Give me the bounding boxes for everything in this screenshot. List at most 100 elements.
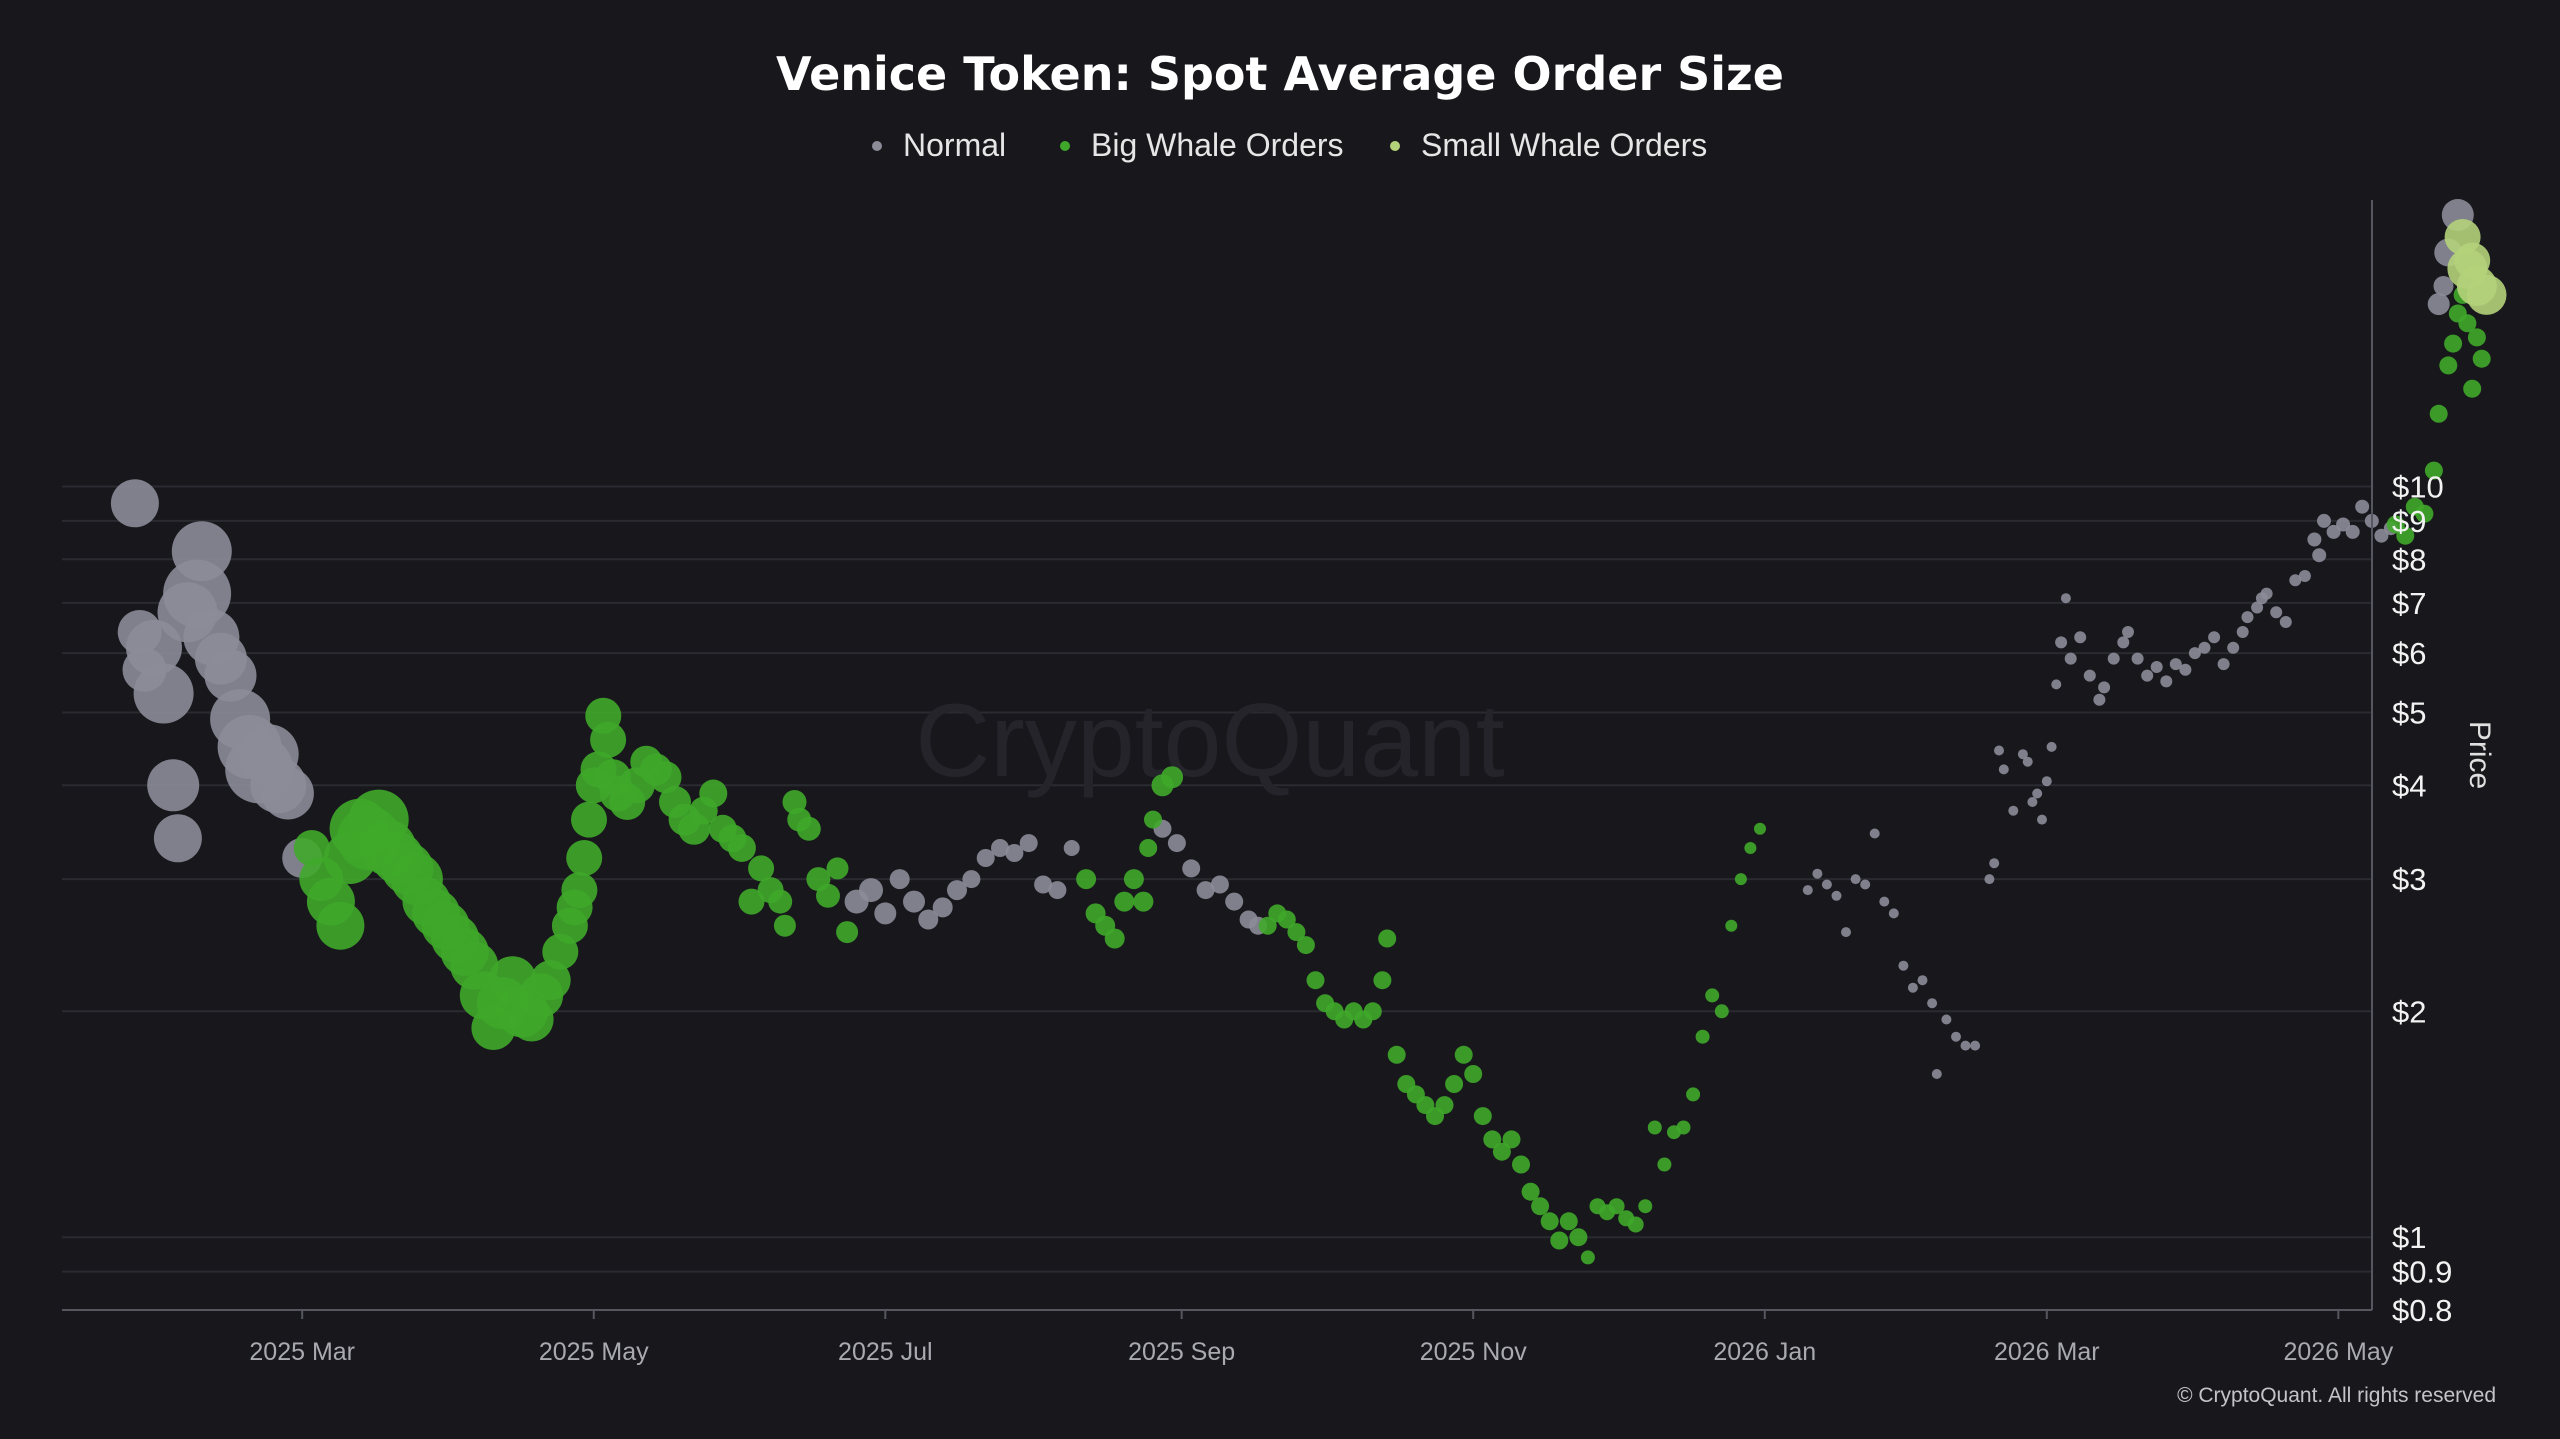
data-point[interactable] <box>2141 669 2154 682</box>
data-point[interactable] <box>2467 328 2486 347</box>
data-point[interactable] <box>1521 1182 1540 1201</box>
data-point[interactable] <box>1445 1075 1464 1093</box>
data-point[interactable] <box>1841 927 1851 938</box>
data-point[interactable] <box>768 889 793 914</box>
data-point[interactable] <box>1139 839 1158 857</box>
data-point[interactable] <box>590 721 627 758</box>
data-point[interactable] <box>2472 349 2491 368</box>
data-point[interactable] <box>1821 879 1832 890</box>
data-point[interactable] <box>1869 828 1880 839</box>
data-point[interactable] <box>2298 570 2311 582</box>
data-point[interactable] <box>2307 532 2322 547</box>
data-point[interactable] <box>261 767 314 820</box>
data-point[interactable] <box>1277 910 1296 929</box>
data-point[interactable] <box>2074 631 2087 644</box>
data-point[interactable] <box>1182 859 1201 878</box>
data-point[interactable] <box>1951 1031 1961 1042</box>
data-point[interactable] <box>826 857 849 880</box>
data-point[interactable] <box>2027 797 2038 807</box>
data-point[interactable] <box>2312 548 2327 563</box>
data-point[interactable] <box>2188 647 2201 660</box>
data-point[interactable] <box>962 870 981 889</box>
data-point[interactable] <box>2415 504 2434 523</box>
data-point[interactable] <box>1454 1045 1473 1064</box>
data-point[interactable] <box>2160 675 2173 688</box>
data-point[interactable] <box>1725 919 1738 932</box>
legend-marker-big-whale[interactable] <box>1060 141 1070 151</box>
data-point[interactable] <box>2444 334 2463 353</box>
data-point[interactable] <box>1063 840 1080 856</box>
data-point[interactable] <box>991 839 1009 857</box>
data-point[interactable] <box>110 479 159 528</box>
data-point[interactable] <box>2424 461 2443 480</box>
data-point[interactable] <box>2374 528 2389 543</box>
data-point[interactable] <box>2032 788 2043 799</box>
data-point[interactable] <box>1608 1198 1625 1215</box>
data-point[interactable] <box>649 761 682 794</box>
data-point[interactable] <box>2169 658 2182 671</box>
data-point[interactable] <box>2236 626 2249 638</box>
data-point[interactable] <box>566 840 603 876</box>
data-point[interactable] <box>1879 896 1890 907</box>
data-point[interactable] <box>976 849 995 867</box>
data-point[interactable] <box>2055 636 2068 649</box>
data-point[interactable] <box>2458 314 2477 333</box>
data-point[interactable] <box>1907 982 1918 993</box>
data-point[interactable] <box>1695 1029 1710 1044</box>
data-point[interactable] <box>1210 875 1229 894</box>
data-point[interactable] <box>2251 601 2264 614</box>
data-point[interactable] <box>1258 916 1277 935</box>
data-point[interactable] <box>947 880 967 901</box>
data-point[interactable] <box>2131 652 2144 665</box>
data-point[interactable] <box>2355 499 2370 514</box>
data-point[interactable] <box>932 897 953 918</box>
data-point[interactable] <box>2198 641 2211 654</box>
data-point[interactable] <box>1714 1004 1729 1019</box>
data-point[interactable] <box>1994 745 2004 756</box>
data-point[interactable] <box>1627 1216 1644 1233</box>
data-point[interactable] <box>1569 1228 1588 1247</box>
data-point[interactable] <box>1005 844 1024 862</box>
data-point[interactable] <box>1531 1197 1550 1216</box>
data-point[interactable] <box>2439 356 2458 375</box>
data-point[interactable] <box>1960 1040 1971 1051</box>
data-point[interactable] <box>1850 874 1861 885</box>
data-point[interactable] <box>796 816 821 841</box>
data-point[interactable] <box>2336 517 2351 532</box>
data-point[interactable] <box>2217 658 2230 671</box>
data-point[interactable] <box>1492 1142 1511 1161</box>
data-point[interactable] <box>748 855 775 882</box>
data-point[interactable] <box>2326 524 2341 539</box>
data-point[interactable] <box>1048 881 1067 900</box>
data-point[interactable] <box>530 960 571 1001</box>
data-point[interactable] <box>2083 669 2096 682</box>
data-point[interactable] <box>2396 526 2415 545</box>
data-point[interactable] <box>1133 891 1154 912</box>
data-point[interactable] <box>2117 636 2130 649</box>
data-point[interactable] <box>1686 1087 1701 1102</box>
data-point[interactable] <box>2317 513 2331 528</box>
data-point[interactable] <box>1540 1212 1559 1231</box>
data-point[interactable] <box>738 888 765 915</box>
data-point[interactable] <box>1927 998 1938 1009</box>
data-point[interactable] <box>1898 960 1909 971</box>
data-point[interactable] <box>1802 885 1813 896</box>
data-point[interactable] <box>2008 805 2019 816</box>
data-point[interactable] <box>836 921 859 944</box>
data-point[interactable] <box>171 521 232 582</box>
data-point[interactable] <box>204 649 257 702</box>
data-point[interactable] <box>2466 274 2507 315</box>
data-point[interactable] <box>1387 1045 1406 1064</box>
data-point[interactable] <box>2429 404 2448 423</box>
data-point[interactable] <box>153 814 202 863</box>
data-point[interactable] <box>1860 879 1871 890</box>
data-point[interactable] <box>1104 928 1125 949</box>
data-point[interactable] <box>2260 587 2273 600</box>
data-point[interactable] <box>1647 1120 1662 1135</box>
data-point[interactable] <box>1812 868 1823 879</box>
data-point[interactable] <box>1705 988 1720 1003</box>
data-point[interactable] <box>2270 606 2283 619</box>
data-point[interactable] <box>1296 936 1315 955</box>
data-point[interactable] <box>1989 858 2000 869</box>
data-point[interactable] <box>1888 908 1899 919</box>
